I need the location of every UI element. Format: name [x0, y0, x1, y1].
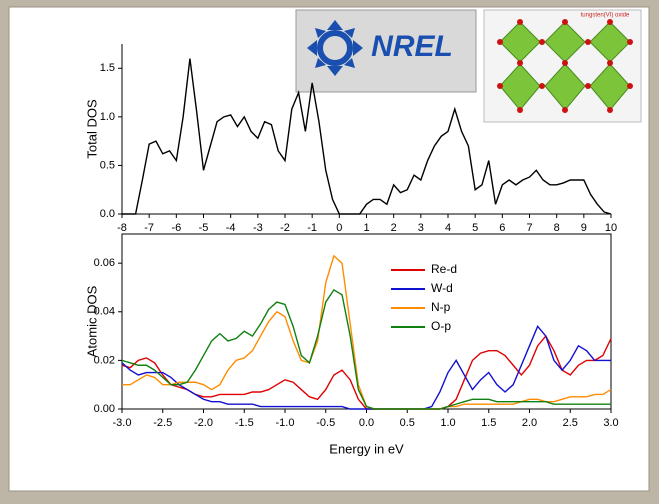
x-tick-label: 9	[581, 222, 587, 234]
legend-label: Re-d	[431, 262, 457, 276]
y-tick-label: 0.00	[94, 403, 115, 415]
y-tick-label: 0.5	[100, 159, 115, 171]
x-tick-label: 7	[526, 222, 532, 234]
x-tick-label: 1.0	[440, 417, 455, 429]
x-tick-label: -3	[253, 222, 263, 234]
y-tick-label: 0.0	[100, 208, 115, 220]
x-tick-label: 10	[605, 222, 617, 234]
x-tick-label: -8	[117, 222, 127, 234]
x-tick-label: 6	[499, 222, 505, 234]
x-tick-label: -0.5	[316, 417, 335, 429]
page: {"logo": {"text": "NREL"}, "inset": {"ca…	[0, 0, 659, 499]
x-tick-label: 3.0	[603, 417, 618, 429]
x-tick-label: -2.0	[194, 417, 213, 429]
x-tick-label: 4	[445, 222, 451, 234]
x-tick-label: -7	[144, 222, 154, 234]
x-tick-label: -1.5	[235, 417, 254, 429]
x-tick-label: -1.0	[276, 417, 295, 429]
x-tick-label: -6	[171, 222, 181, 234]
x-tick-label: -4	[226, 222, 236, 234]
x-tick-label: 2.5	[563, 417, 578, 429]
nrel-logo: NREL	[296, 10, 476, 92]
x-axis-title: Energy in eV	[329, 441, 404, 456]
x-tick-label: -5	[199, 222, 209, 234]
inset-image: tungsten(VI) oxide	[484, 10, 641, 122]
x-tick-label: 0.0	[359, 417, 374, 429]
y-tick-label: 1.5	[100, 62, 115, 74]
x-tick-label: -3.0	[113, 417, 132, 429]
y-tick-label: 0.06	[94, 257, 115, 269]
x-tick-label: -2.5	[153, 417, 172, 429]
x-tick-label: -2	[280, 222, 290, 234]
legend-label: N-p	[431, 300, 451, 314]
x-tick-label: 2.0	[522, 417, 537, 429]
logo-text: NREL	[371, 30, 453, 63]
x-tick-label: 3	[418, 222, 424, 234]
x-tick-label: 0.5	[400, 417, 415, 429]
legend-label: O-p	[431, 319, 451, 333]
inset-caption: tungsten(VI) oxide	[581, 13, 630, 19]
y-axis-title: Total DOS	[84, 99, 99, 159]
chart: NREL tungsten(VI) oxide 0.0 0.5 1.0 1.5 -8 -7…	[0, 0, 659, 499]
y-axis-title: Atomic DOS	[84, 285, 99, 357]
x-tick-label: -1	[307, 222, 317, 234]
x-tick-label: 5	[472, 222, 478, 234]
x-tick-label: 1	[363, 222, 369, 234]
x-tick-label: 1.5	[481, 417, 496, 429]
y-tick-label: 1.0	[100, 111, 115, 123]
x-tick-label: 2	[391, 222, 397, 234]
x-tick-label: 8	[554, 222, 560, 234]
x-tick-label: 0	[336, 222, 342, 234]
legend-label: W-d	[431, 281, 453, 295]
